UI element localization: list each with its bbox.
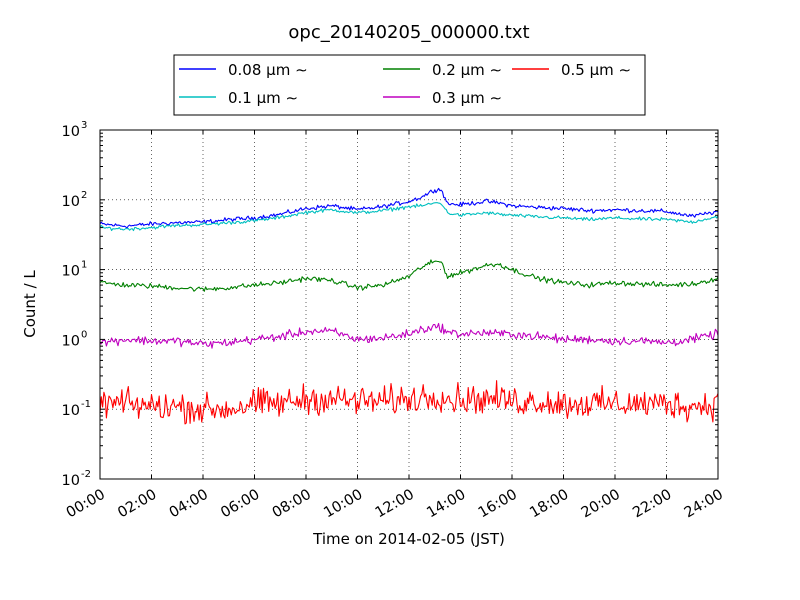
series-line [99, 202, 719, 232]
x-tick-label: 22:00 [630, 487, 674, 522]
legend-box [173, 54, 646, 116]
x-tick-label: 12:00 [373, 487, 417, 522]
series-line [99, 259, 719, 292]
y-tick-exponent: 2 [81, 190, 87, 201]
legend-label: 0.5 μm ∼ [561, 61, 631, 79]
y-tick-label: 10 [62, 194, 80, 210]
x-axis-label: Time on 2014-02-05 (JST) [312, 530, 505, 548]
x-tick-label: 18:00 [527, 487, 571, 522]
y-tick-exponent: -2 [81, 469, 91, 480]
series-line [99, 322, 719, 349]
x-tick-label: 08:00 [270, 487, 314, 522]
x-tick-label: 04:00 [167, 487, 211, 522]
x-tick-label: 20:00 [579, 487, 623, 522]
legend: 0.08 μm ∼ 0.1 μm ∼ 0.2 μm ∼ 0.3 μm ∼ 0.5 μm … [173, 54, 646, 116]
x-tick-label: 14:00 [424, 487, 468, 522]
y-axis-label: Count / L [21, 270, 39, 338]
x-tick-label: 00:00 [64, 487, 108, 522]
legend-label: 0.2 μm ∼ [432, 61, 502, 79]
y-tick-exponent: 0 [81, 329, 87, 340]
x-tick-label: 10:00 [321, 487, 365, 522]
y-tick-label: 10 [62, 124, 80, 140]
grid-lines [100, 130, 718, 479]
chart-title: opc_20140205_000000.txt [288, 22, 529, 43]
x-tick-label: 16:00 [476, 487, 520, 522]
x-tick-labels: 00:00 02:00 04:00 06:00 08:00 10:00 12:00 14:00… [64, 487, 726, 522]
x-tick-label: 06:00 [218, 487, 262, 522]
legend-label: 0.3 μm ∼ [432, 89, 502, 107]
series-line [99, 380, 719, 425]
x-tick-label: 02:00 [115, 487, 159, 522]
y-tick-label: 10 [62, 264, 80, 280]
x-tick-label: 24:00 [682, 487, 726, 522]
axis-ticks [99, 129, 719, 480]
y-tick-label: 10 [62, 333, 80, 349]
legend-label: 0.08 μm ∼ [228, 61, 308, 79]
y-tick-exponent: 1 [81, 260, 87, 271]
y-tick-label: 10 [62, 473, 80, 489]
y-tick-exponent: 3 [81, 120, 87, 131]
y-tick-label: 10 [62, 403, 80, 419]
y-tick-exponent: -1 [81, 399, 91, 410]
legend-label: 0.1 μm ∼ [228, 89, 298, 107]
series-lines [99, 187, 719, 425]
series-line [99, 187, 719, 229]
